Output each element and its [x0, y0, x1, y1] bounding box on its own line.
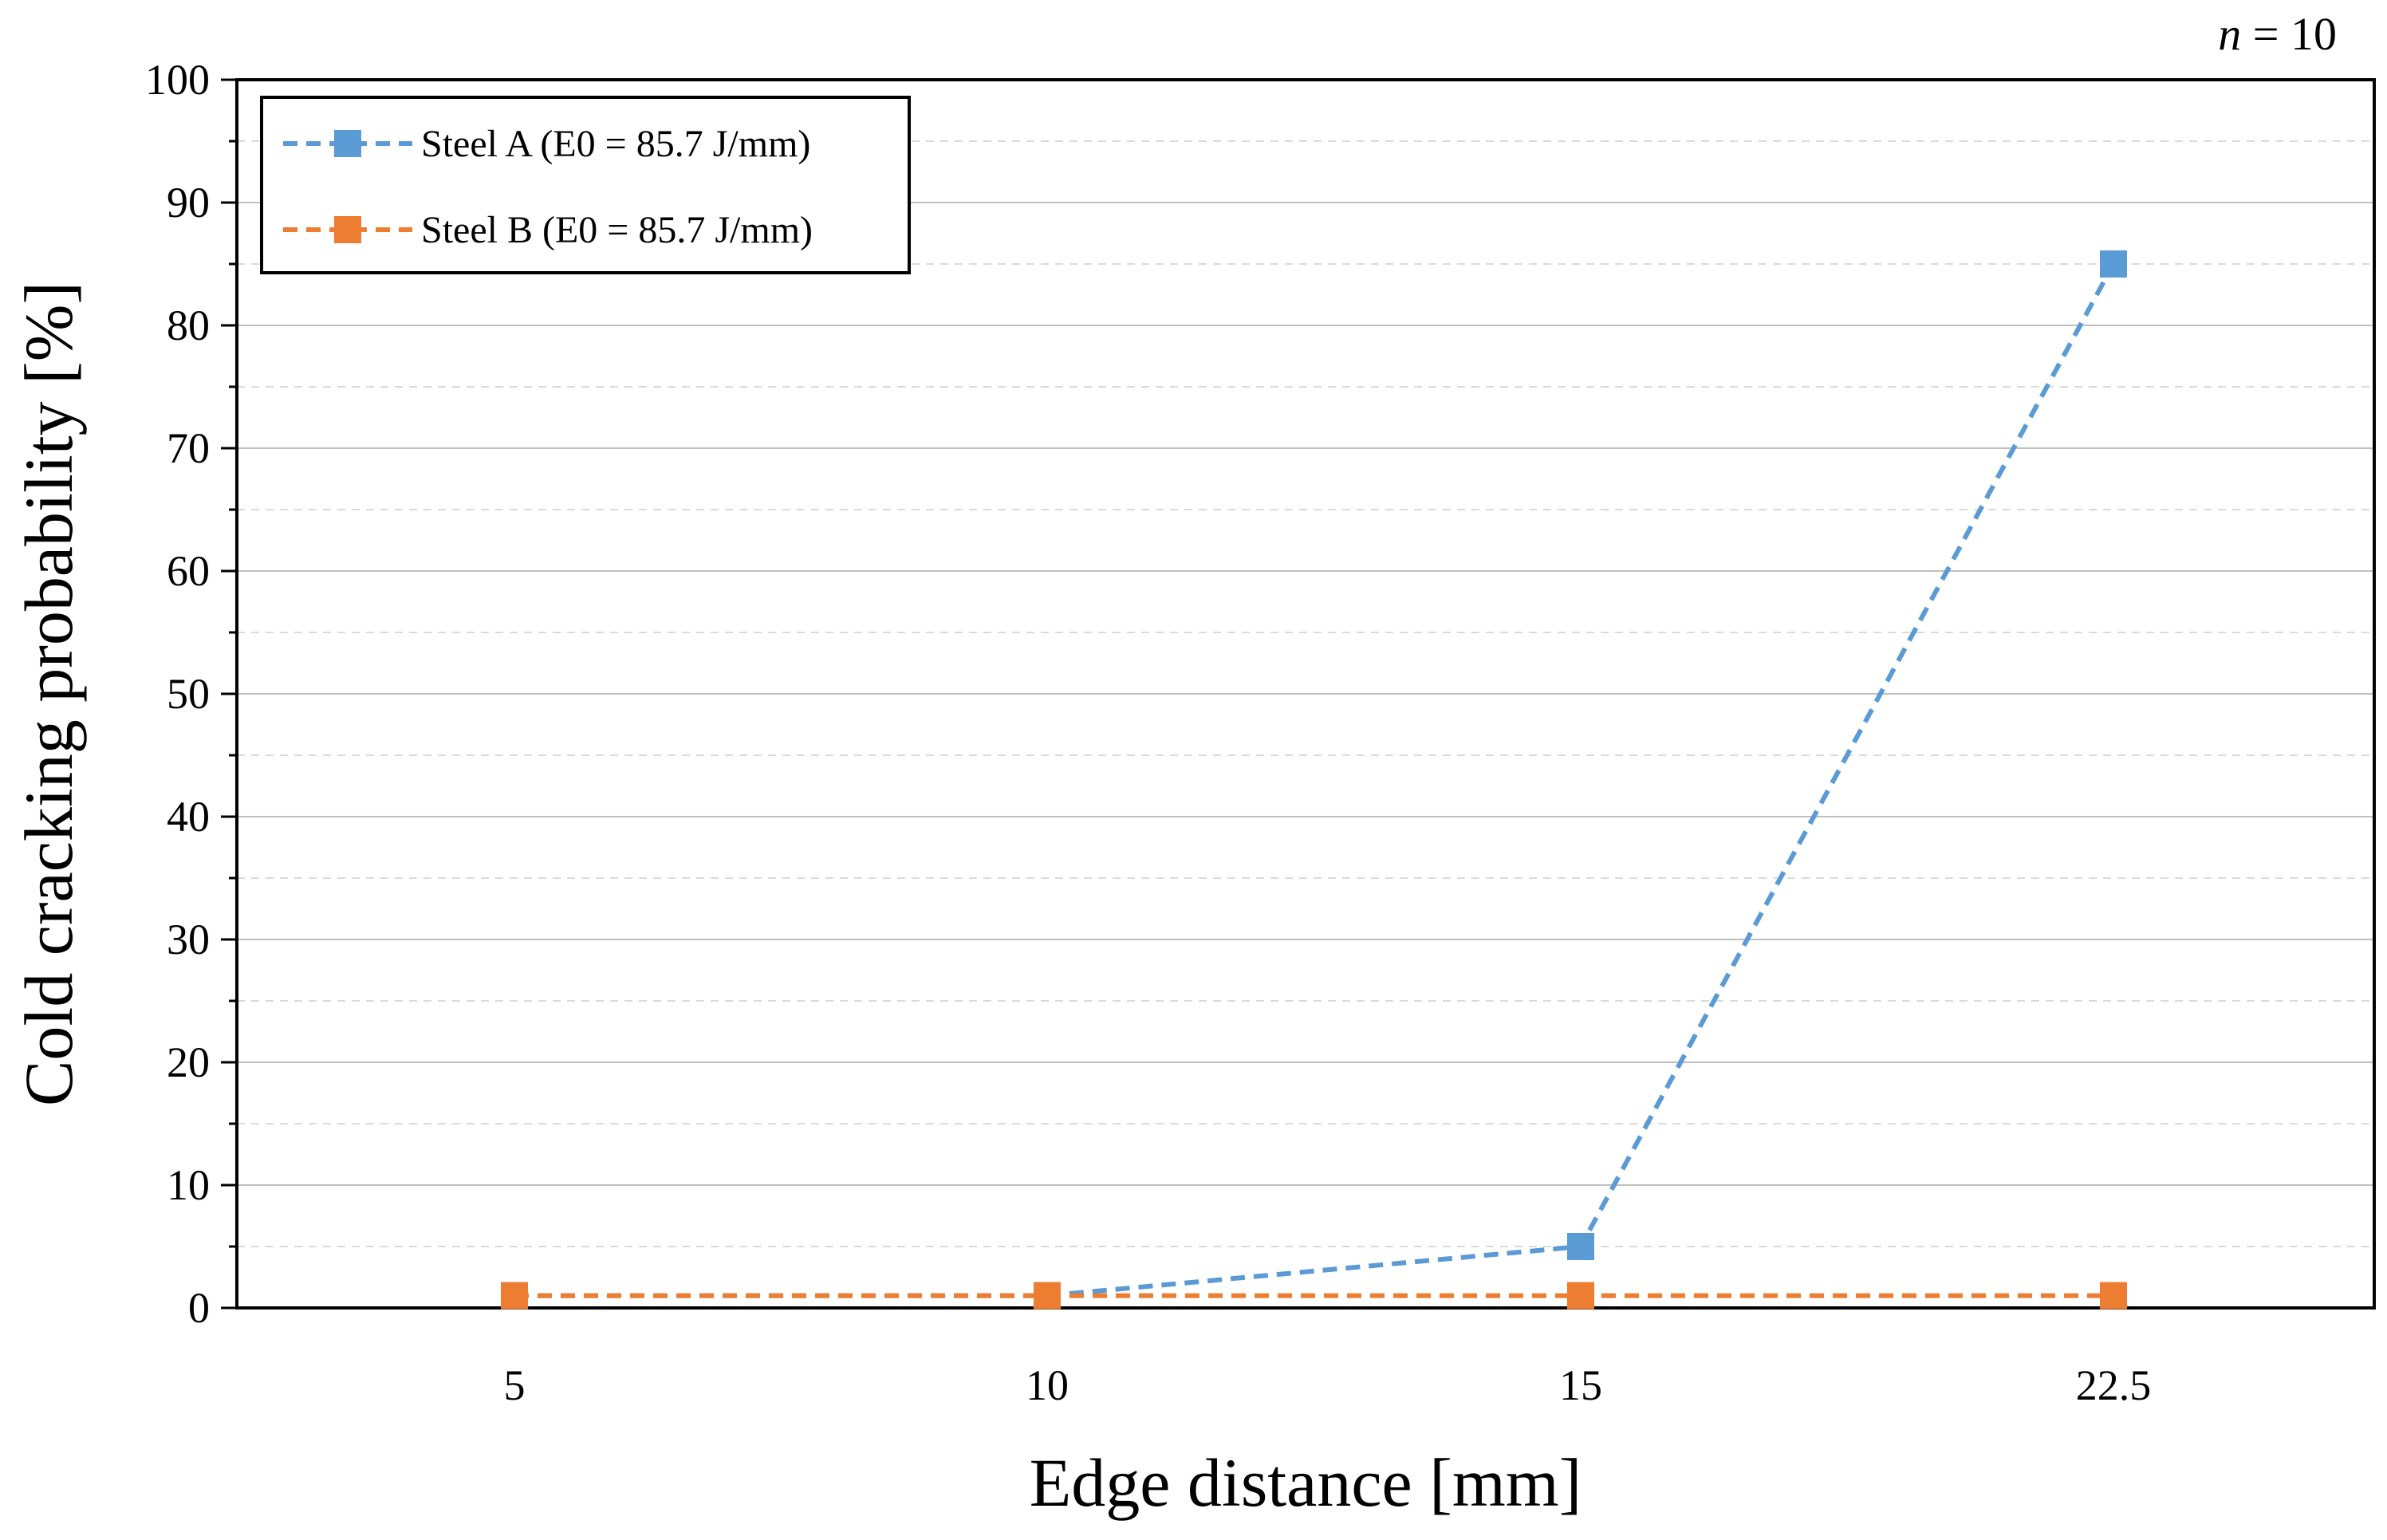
data-point-steel-a	[2100, 250, 2127, 278]
data-point-steel-b	[2100, 1282, 2127, 1310]
x-tick-label: 15	[1559, 1361, 1602, 1409]
annotation-n: n = 10	[2218, 8, 2337, 60]
series-line-steel-a	[514, 262, 2116, 1298]
y-axis-title: Cold cracking probability [%]	[10, 282, 87, 1106]
y-tick-label: 90	[167, 179, 210, 226]
legend-marker-steel-a	[334, 130, 361, 157]
y-tick-label: 0	[188, 1284, 210, 1332]
y-tick-label: 70	[167, 424, 210, 472]
y-tick-label: 50	[167, 670, 210, 718]
x-tick-label: 10	[1026, 1361, 1069, 1409]
x-axis-title: Edge distance [mm]	[1030, 1444, 1582, 1521]
series-layer	[501, 250, 2127, 1310]
y-tick-label: 10	[167, 1161, 210, 1209]
grid-lines	[237, 140, 2374, 1247]
legend-box	[260, 96, 911, 274]
x-tick-label: 5	[504, 1361, 526, 1409]
annotation-variable: n	[2218, 8, 2241, 60]
data-point-steel-a	[1567, 1233, 1594, 1260]
data-point-steel-b	[1034, 1282, 1061, 1310]
y-axis: 0 10 20 30 40 50 60 70 80 90 100	[145, 56, 237, 1332]
legend-label-steel-a: Steel A (E0 = 85.7 J/mm)	[421, 123, 810, 165]
legend-label-steel-b: Steel B (E0 = 85.7 J/mm)	[421, 209, 813, 251]
y-tick-label: 30	[167, 916, 210, 963]
x-tick-label: 22.5	[2076, 1361, 2152, 1409]
y-tick-label: 100	[145, 56, 210, 104]
data-point-steel-b	[1567, 1282, 1594, 1310]
y-tick-label: 40	[167, 793, 210, 841]
y-tick-label: 20	[167, 1038, 210, 1086]
legend-marker-steel-b	[334, 216, 361, 243]
data-point-steel-b	[501, 1282, 528, 1310]
y-tick-label: 80	[167, 301, 210, 349]
y-tick-label: 60	[167, 547, 210, 595]
x-axis: 5 10 15 22.5	[504, 1361, 2152, 1409]
legend: Steel A (E0 = 85.7 J/mm) Steel B (E0 = 8…	[260, 96, 911, 274]
annotation-value: = 10	[2241, 8, 2337, 60]
